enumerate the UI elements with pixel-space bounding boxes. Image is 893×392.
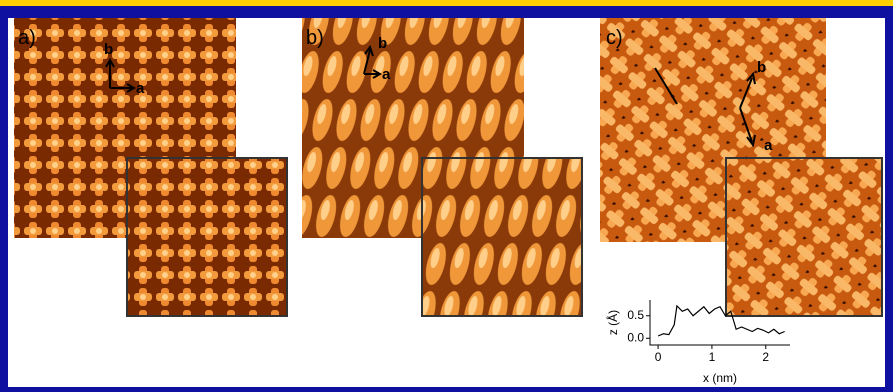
page: a) b) c) b a b a b a 0.0 0.5 0 1 2 x (nm) z (Å… — [0, 0, 893, 387]
stm-inset — [127, 158, 287, 316]
x-tick-label: 2 — [762, 350, 769, 364]
panel-label: b) — [306, 27, 324, 49]
stm-inset — [422, 158, 582, 316]
axis-label: b — [757, 59, 766, 76]
y-tick-label: 0.5 — [627, 308, 644, 322]
axis-label: b — [104, 41, 113, 58]
figure: a) b) c) b a b a b a 0.0 0.5 0 1 2 x (nm) z (Å… — [0, 0, 893, 387]
panel-label: c) — [606, 27, 623, 49]
x-tick-label: 0 — [655, 350, 662, 364]
x-tick-label: 1 — [709, 350, 716, 364]
axis-label: b — [378, 35, 387, 52]
y-tick-label: 0.0 — [627, 330, 644, 344]
stm-inset — [726, 158, 882, 316]
axis-label: a — [136, 80, 145, 97]
x-axis-label: x (nm) — [703, 371, 737, 385]
y-axis-label: z (Å) — [605, 310, 620, 335]
title-strip — [0, 0, 893, 6]
axis-label: a — [382, 66, 391, 83]
axis-label: a — [764, 137, 773, 154]
panel-label: a) — [18, 27, 36, 49]
